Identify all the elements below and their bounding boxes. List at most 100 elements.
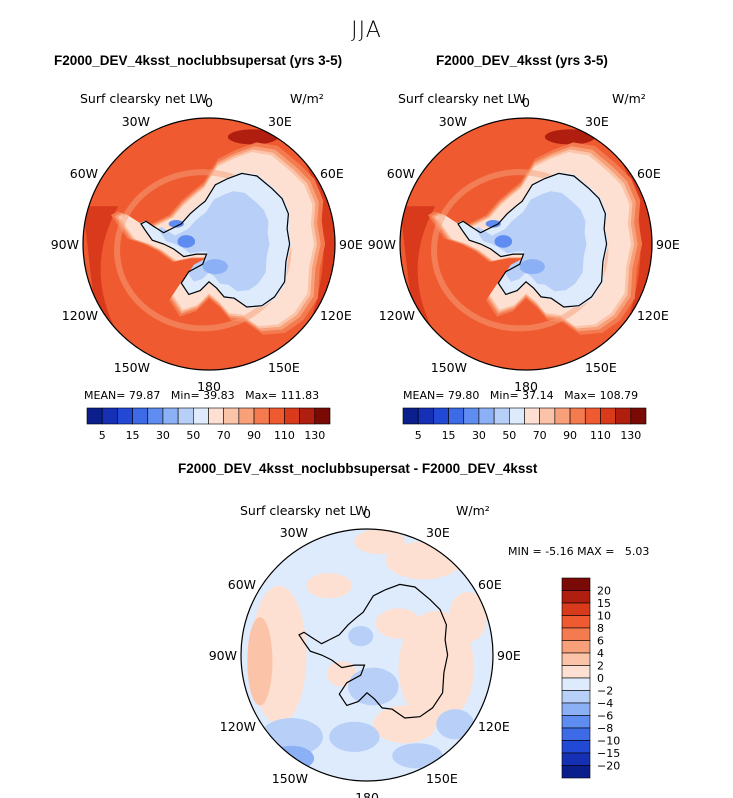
- lon-label-1-11: 30W: [122, 114, 150, 129]
- max-patch: [544, 129, 596, 145]
- colorbar-tick-label: 15: [442, 429, 456, 442]
- lon-label-2-7: 150W: [431, 360, 467, 375]
- colorbar-cell: [417, 407, 434, 425]
- lon-label-3-11: 30W: [280, 525, 308, 540]
- panel1-units: W/m²: [290, 91, 324, 106]
- colorbar-cell: [561, 602, 591, 616]
- diff-anomaly-11: [348, 667, 399, 706]
- lon-label-2-5: 150E: [585, 360, 617, 375]
- colorbar-cell: [561, 577, 591, 591]
- panel3-units: W/m²: [456, 503, 490, 518]
- colorbar-tick-label: −8: [597, 722, 613, 735]
- colorbar-tick-label: 10: [597, 610, 611, 623]
- colorbar-cell: [299, 407, 316, 425]
- colorbar-tick-label: 110: [274, 429, 295, 442]
- coastline: [457, 172, 608, 308]
- colorbar-tick-label: −10: [597, 735, 620, 748]
- colorbar-cell: [600, 407, 616, 425]
- colorbar-tick-label: 20: [597, 585, 611, 598]
- colorbar-cell: [132, 407, 149, 425]
- panel2-stats: MEAN= 79.80 Min= 37.14 Max= 108.79: [403, 389, 638, 402]
- panel2-min-label: Min=: [489, 389, 519, 402]
- diff-anomaly-1: [247, 617, 273, 706]
- panel2-variable: Surf clearsky net LW: [398, 91, 526, 106]
- colorbar-cell: [268, 407, 285, 425]
- panel1-stats: MEAN= 79.87 Min= 39.83 Max= 111.83: [84, 389, 319, 402]
- lon-label-1-7: 150W: [114, 360, 150, 375]
- colorbar-cell: [509, 407, 525, 425]
- colorbar-tick-label: 5: [99, 429, 106, 442]
- colorbar-cell: [101, 407, 118, 425]
- lon-label-2-0: 0: [522, 95, 530, 110]
- diff-anomaly-5: [373, 705, 437, 744]
- colorbar-cell: [584, 407, 601, 425]
- lon-label-3-5: 150E: [426, 771, 458, 786]
- colorbar-cell: [561, 752, 591, 766]
- high-band-west: [83, 206, 119, 339]
- colorbar-cell: [493, 407, 510, 425]
- colorbar-1: 5 15 30 50 70 90 110 130: [86, 407, 331, 442]
- colorbar-cell: [561, 640, 591, 654]
- colorbar-cell: [253, 407, 270, 425]
- map-border: [82, 117, 336, 371]
- diff-anomaly-6: [306, 573, 352, 599]
- panel1-max-value: 111.83: [280, 389, 320, 402]
- lon-label-2-10: 60W: [387, 166, 415, 181]
- panel3-min-value: -5.16: [545, 545, 574, 558]
- colorbar-cell: [463, 407, 480, 425]
- lon-label-2-4: 120E: [637, 308, 669, 323]
- colorbar-tick-label: 30: [156, 429, 170, 442]
- panel2-mean-value: 79.80: [447, 389, 480, 402]
- colorbar-cell: [615, 407, 632, 425]
- max-patch: [227, 129, 279, 145]
- panel2-mean-label: MEAN=: [403, 389, 445, 402]
- map-panel-2: [400, 118, 652, 370]
- lon-label-1-0: 0: [205, 95, 213, 110]
- lon-label-1-2: 60E: [320, 166, 344, 181]
- coastline: [140, 172, 291, 308]
- lon-label-3-0: 0: [363, 506, 371, 521]
- panel1-min-value: 39.83: [203, 389, 235, 402]
- low-patch-center: [202, 259, 228, 275]
- low-patch-center: [519, 259, 545, 275]
- colorbar-tick-label: 110: [590, 429, 611, 442]
- colorbar-tick-label: −2: [597, 685, 613, 698]
- colorbar-tick-label: 8: [597, 622, 604, 635]
- diff-anomaly-4: [398, 610, 475, 725]
- lon-label-1-5: 150E: [268, 360, 300, 375]
- panel3-min-label: MIN =: [508, 545, 542, 558]
- colorbar-tick-label: 2: [597, 660, 604, 673]
- colorbar-cell: [561, 740, 591, 754]
- main-title: JJA: [351, 18, 382, 43]
- low-patch-weddell: [485, 220, 501, 228]
- map-border: [240, 528, 494, 782]
- lon-label-2-6: 180: [514, 379, 538, 394]
- colorbar-tick-label: 130: [304, 429, 325, 442]
- diff-anomaly-8: [448, 592, 487, 643]
- colorbar-tick-label: 5: [415, 429, 422, 442]
- colorbar-tick-label: 50: [186, 429, 200, 442]
- diff-anomaly-15: [375, 608, 422, 639]
- lon-label-2-2: 60E: [637, 166, 661, 181]
- colorbar-cell: [630, 407, 647, 425]
- colorbar-tick-label: 90: [563, 429, 577, 442]
- colorbar-tick-label: −20: [597, 760, 620, 773]
- colorbar-cell: [162, 407, 179, 425]
- colorbar-tick-label: 70: [217, 429, 231, 442]
- diff-anomaly-14: [436, 709, 475, 740]
- diff-anomaly-13: [329, 721, 380, 753]
- panel3-stats: MIN = -5.16 MAX = 5.03: [508, 545, 649, 558]
- lon-label-3-1: 30E: [426, 525, 450, 540]
- diff-anomaly-3: [354, 529, 405, 555]
- colorbar-cell: [561, 702, 591, 716]
- colorbar-cell: [539, 407, 556, 425]
- lon-label-1-8: 120W: [62, 308, 98, 323]
- low-patch-weddell: [168, 220, 184, 228]
- panel1-variable: Surf clearsky net LW: [80, 91, 208, 106]
- colorbar-tick-label: 50: [502, 429, 516, 442]
- colorbar-tick-label: 70: [533, 429, 547, 442]
- colorbar-cell: [561, 765, 591, 779]
- lon-label-1-9: 90W: [51, 237, 79, 252]
- colorbar-cell: [561, 690, 591, 704]
